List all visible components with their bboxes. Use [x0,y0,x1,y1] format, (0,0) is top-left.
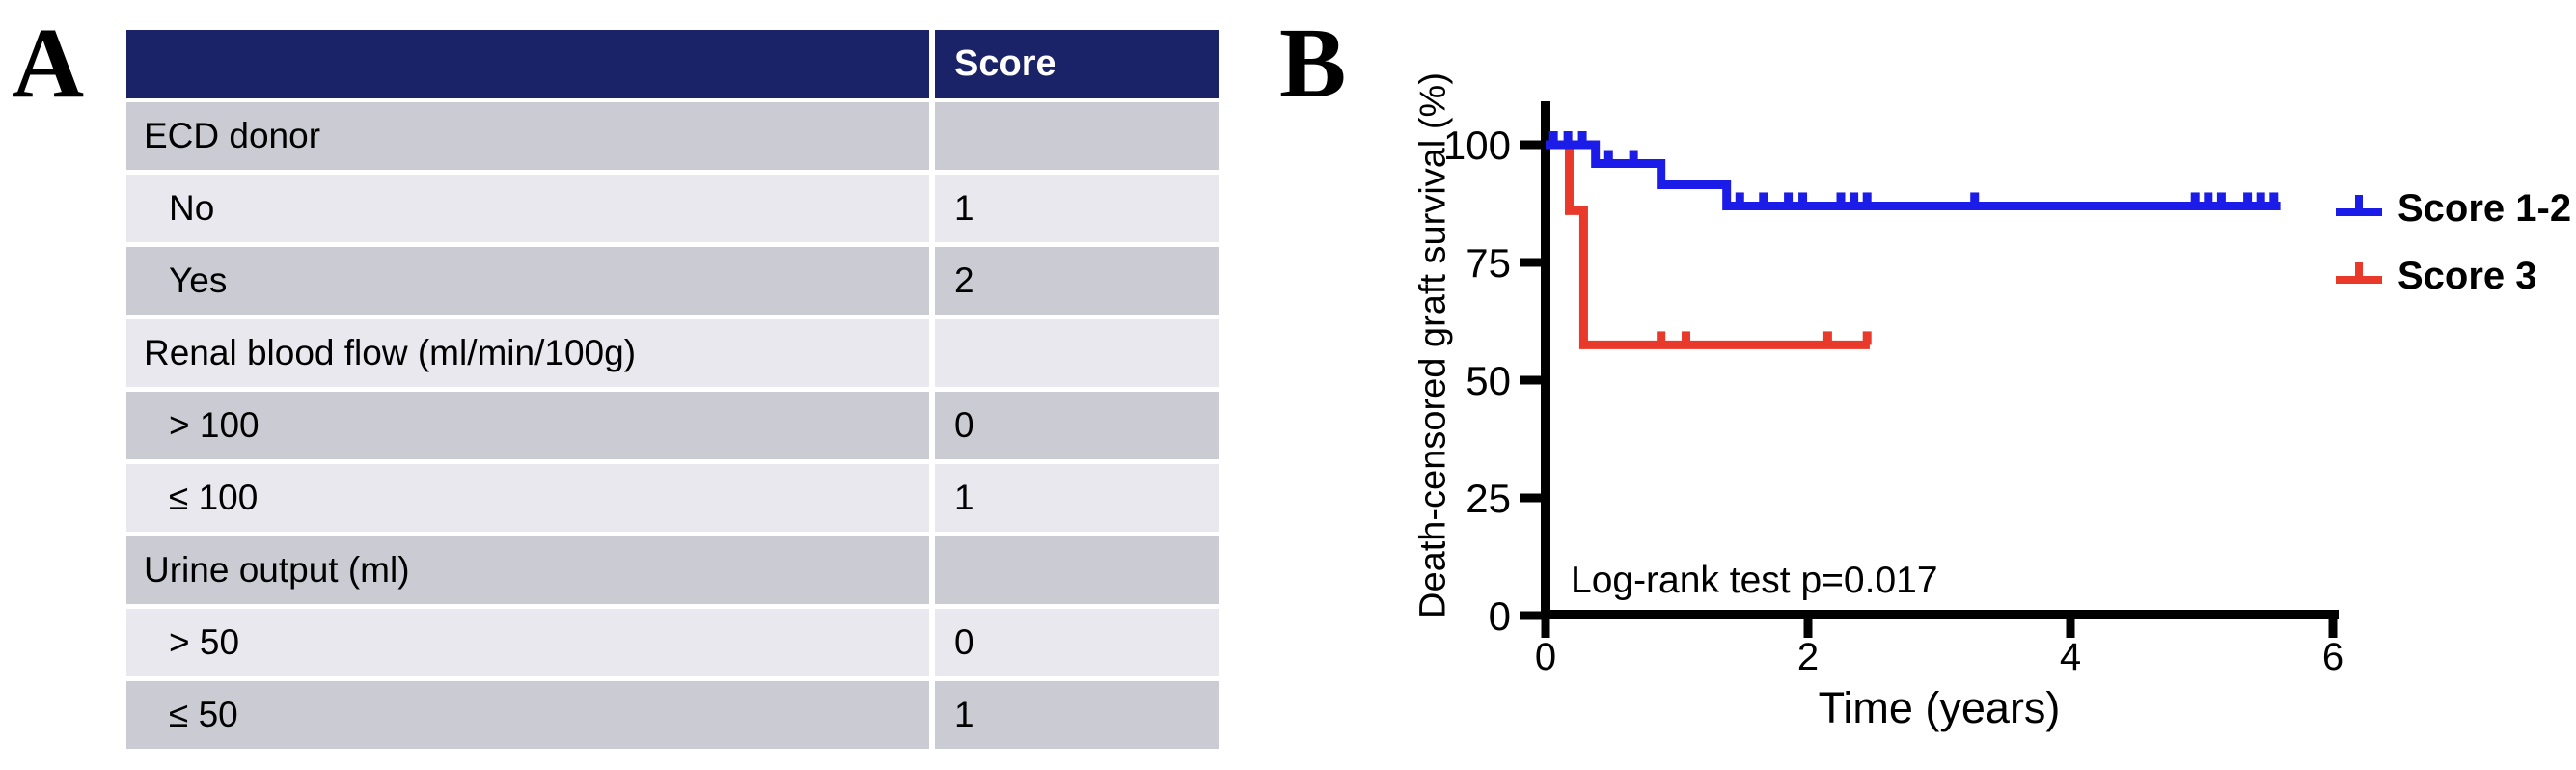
row-score-cell: 0 [929,392,1219,459]
legend-line-swatch [2336,195,2382,216]
y-tick-label: 25 [1466,476,1511,521]
row-score-cell: 1 [929,464,1219,532]
score-table: Score ECD donor No 1 Yes 2 Renal blood flow (… [126,30,1219,754]
row-label-cell: Yes [126,247,929,315]
table-header-row: Score [126,30,1219,98]
x-tick-label: 2 [1797,636,1819,678]
table-row: Urine output (ml) [126,536,1219,604]
km-curve-score-3 [1546,140,1870,349]
row-score-cell [929,536,1219,604]
legend-item: Score 3 [2336,253,2571,299]
legend: Score 1-2 Score 3 [2336,185,2571,320]
table-row: ≤ 50 1 [126,681,1219,749]
y-tick-label: 50 [1466,358,1511,403]
panel-b-label: B [1279,8,1347,119]
row-label-cell: > 100 [126,392,929,459]
y-tick-label: 100 [1443,123,1511,168]
legend-label: Score 3 [2398,254,2537,297]
x-axis-title: Time (years) [1818,683,2061,732]
x-tick-label: 0 [1535,636,1556,678]
row-label-cell: No [126,175,929,242]
table-header-empty-cell [126,30,929,98]
y-tick-label: 75 [1466,240,1511,286]
table-row: Yes 2 [126,247,1219,315]
table-row: Renal blood flow (ml/min/100g) [126,319,1219,387]
table-row: > 50 0 [126,609,1219,676]
row-label-cell: ≤ 50 [126,681,929,749]
table-row: No 1 [126,175,1219,242]
x-tick-label: 4 [2060,636,2081,678]
row-score-cell: 1 [929,681,1219,749]
y-tick-label: 0 [1489,593,1511,639]
row-score-cell: 2 [929,247,1219,315]
row-score-cell: 1 [929,175,1219,242]
table-row: ≤ 100 1 [126,464,1219,532]
table-header-score-cell: Score [929,30,1219,98]
log-rank-annotation: Log-rank test p=0.017 [1571,560,1938,601]
panel-a-label: A [12,8,85,119]
row-label-cell: > 50 [126,609,929,676]
table-row: ECD donor [126,102,1219,170]
row-label-cell: Renal blood flow (ml/min/100g) [126,319,929,387]
legend-line-swatch [2336,262,2382,284]
row-score-cell: 0 [929,609,1219,676]
row-score-cell [929,319,1219,387]
legend-label: Score 1-2 [2398,186,2572,230]
score-table-body: ECD donor No 1 Yes 2 Renal blood flow (ml/min… [126,102,1219,749]
table-row: > 100 0 [126,392,1219,459]
row-score-cell [929,102,1219,170]
row-label-cell: Urine output (ml) [126,536,929,604]
x-tick-label: 6 [2322,636,2343,678]
row-label-cell: ≤ 100 [126,464,929,532]
legend-item: Score 1-2 [2336,185,2571,232]
y-axis-title: Death-censored graft survival (%) [1412,72,1454,619]
km-curve-score-1-2 [1546,140,2281,210]
row-label-cell: ECD donor [126,102,929,170]
